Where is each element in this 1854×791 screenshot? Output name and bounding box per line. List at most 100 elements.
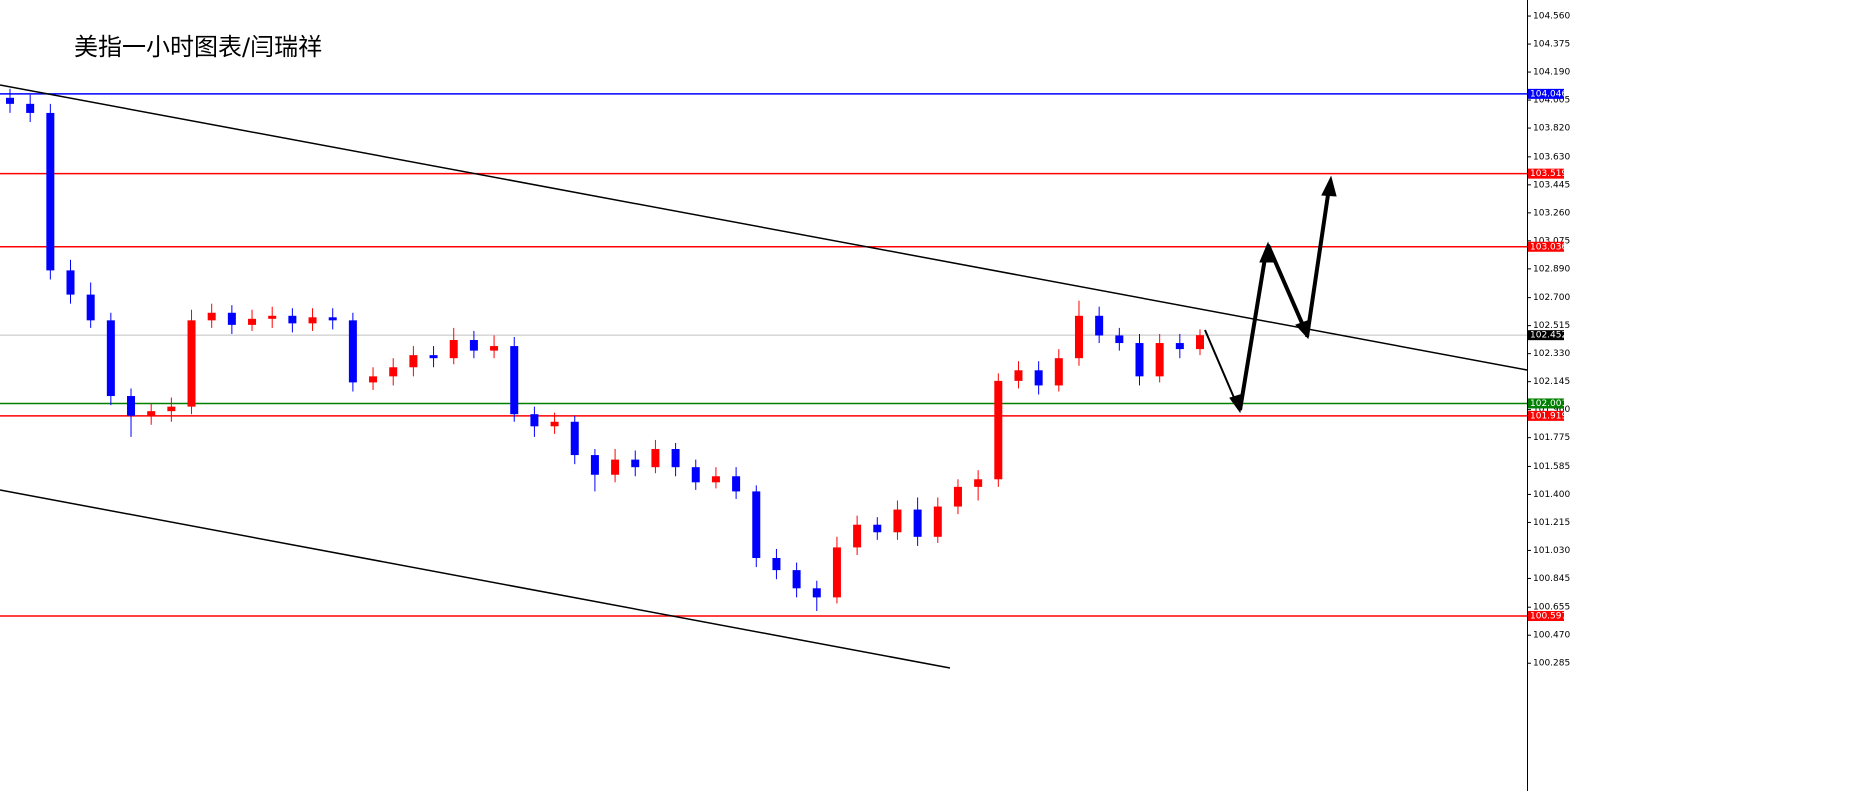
candle-body [1175, 343, 1184, 350]
candle-body [46, 112, 55, 271]
level-label: 103.036 [1530, 242, 1567, 252]
candle-body [1155, 343, 1164, 377]
y-tick-label: 104.560 [1533, 12, 1570, 22]
candle-body [1074, 315, 1083, 359]
candle-body [853, 524, 862, 548]
candle-body [429, 355, 438, 359]
level-label: 103.519 [1530, 169, 1567, 179]
candle-body [590, 455, 599, 475]
level-label: 100.597 [1530, 611, 1567, 621]
y-tick-label: 101.030 [1533, 546, 1570, 556]
upper-trendline [0, 84, 1528, 371]
candle-body [26, 103, 35, 113]
candle-body [994, 380, 1003, 480]
y-tick-label: 101.585 [1533, 462, 1570, 472]
candle-body [1095, 315, 1104, 336]
candle-body [631, 459, 640, 468]
candle-body [268, 315, 277, 319]
candle-body [974, 479, 983, 487]
y-tick-label: 101.400 [1533, 490, 1570, 500]
y-tick-label: 101.960 [1533, 405, 1570, 415]
candle-body [873, 524, 882, 533]
y-tick-label: 102.890 [1533, 264, 1570, 274]
y-tick-label: 104.005 [1533, 96, 1570, 106]
candle-body [348, 320, 357, 383]
y-tick-label: 103.820 [1533, 124, 1570, 134]
candle-body [248, 318, 257, 325]
candle-body [792, 570, 801, 589]
candle-body [469, 340, 478, 351]
candle-body [732, 476, 741, 492]
level-label-bg [1528, 398, 1564, 409]
level-label: 102.001 [1530, 399, 1567, 409]
y-tick-label: 101.215 [1533, 518, 1570, 528]
candle-body [127, 396, 136, 416]
y-tick-label: 100.655 [1533, 603, 1570, 613]
candle-body [671, 449, 680, 468]
candle-body [288, 315, 297, 324]
candle-body [1115, 335, 1124, 344]
y-tick-label: 100.470 [1533, 631, 1570, 641]
y-tick-label: 102.515 [1533, 321, 1570, 331]
candle-body [812, 588, 821, 598]
candle-body [550, 421, 559, 427]
candle-body [86, 294, 95, 321]
level-label: 102.452 [1530, 331, 1567, 341]
candle-body [1196, 335, 1204, 350]
y-tick-label: 103.630 [1533, 152, 1570, 162]
level-label-bg [1528, 330, 1564, 341]
candle-body [6, 97, 14, 104]
candle-body [651, 449, 660, 468]
y-tick-label: 103.075 [1533, 236, 1570, 246]
y-tick-label: 104.190 [1533, 68, 1570, 78]
candle-body [147, 411, 156, 416]
candle-body [1054, 358, 1063, 386]
y-tick-label: 102.700 [1533, 293, 1570, 303]
candle-body [913, 509, 922, 537]
forecast-arrows [1204, 175, 1337, 414]
y-tick-label: 100.285 [1533, 659, 1570, 669]
candle-body [570, 421, 579, 456]
levels [0, 93, 1527, 617]
level-label-bg [1528, 410, 1564, 421]
candle-body [106, 320, 115, 397]
candle-body [953, 486, 962, 507]
candle-body [691, 467, 700, 483]
candle-body [167, 406, 176, 412]
candle-body [832, 547, 841, 598]
candle-body [1135, 343, 1144, 377]
candle-body [409, 355, 418, 368]
candle-body [308, 317, 317, 324]
candle-body [187, 320, 196, 407]
candle-body [1014, 370, 1023, 381]
level-label-bg [1528, 168, 1564, 179]
candle-body [893, 509, 902, 533]
candle-body [510, 346, 519, 415]
level-label-bg [1528, 88, 1564, 99]
candle-body [752, 491, 761, 559]
candle-body [611, 459, 620, 475]
candle-body [389, 367, 398, 377]
candle-body [66, 270, 75, 295]
level-label-bg [1528, 610, 1564, 621]
candle-body [227, 312, 236, 325]
candle-body [207, 312, 216, 321]
candle-body [1034, 370, 1043, 386]
level-label: 101.919 [1530, 411, 1567, 421]
y-tick-label: 102.330 [1533, 349, 1570, 359]
price-axis: 104.560 104.375 104.190 104.005 103.820 103.6… [1527, 12, 1570, 669]
candle-body [328, 317, 337, 321]
candle-body [490, 346, 499, 351]
level-label-bg [1528, 241, 1564, 252]
chart-title: 美指一小时图表/闫瑞祥 [74, 33, 322, 61]
candle-body [530, 414, 539, 427]
candle-body [933, 506, 942, 537]
candle-body [449, 340, 458, 359]
y-tick-label: 100.845 [1533, 574, 1570, 584]
y-tick-label: 102.145 [1533, 377, 1570, 387]
lower-trendline [0, 489, 951, 669]
y-tick-label: 103.445 [1533, 180, 1570, 190]
candle-body [369, 376, 378, 383]
